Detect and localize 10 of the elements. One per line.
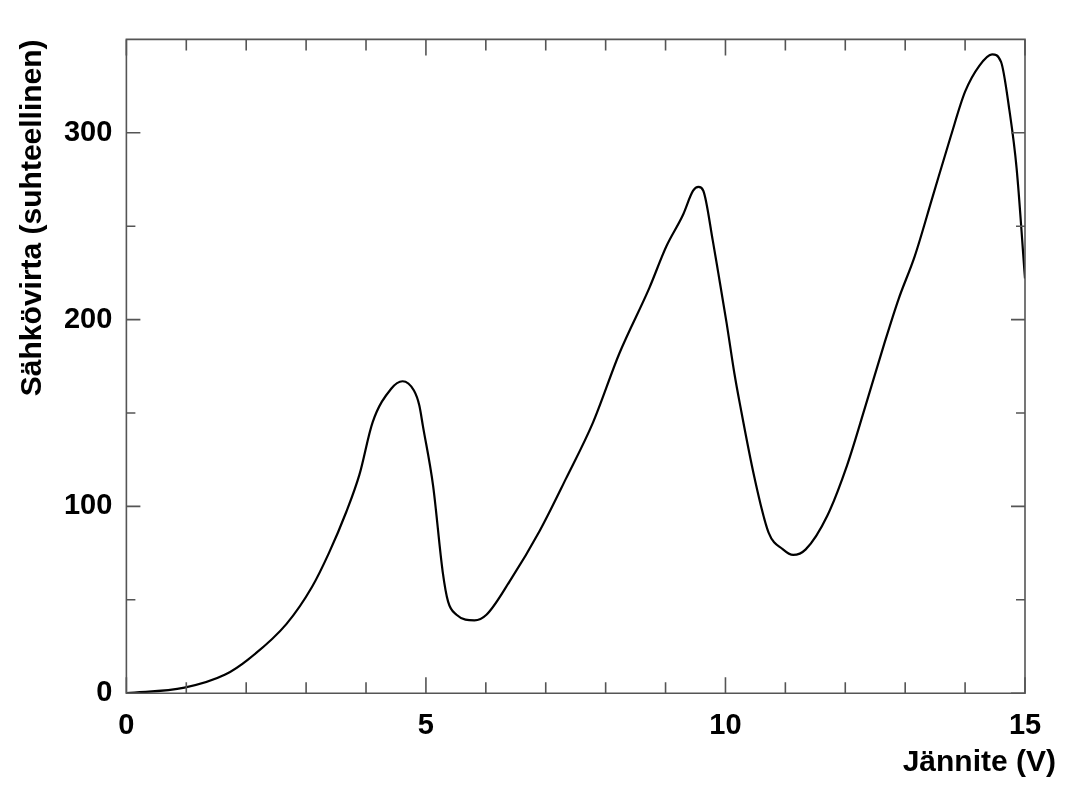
y-axis-title: Sähkövirta (suhteellinen) — [14, 39, 48, 397]
y-tick-label: 100 — [63, 488, 113, 521]
y-tick-label: 300 — [63, 114, 113, 147]
x-tick-label: 0 — [118, 707, 135, 740]
x-tick-label: 5 — [417, 707, 434, 740]
y-tick-label: 0 — [96, 675, 113, 708]
x-tick-label: 15 — [1008, 707, 1042, 740]
x-axis-title: Jännite (V) — [902, 744, 1056, 778]
y-tick-label: 200 — [63, 301, 113, 334]
x-tick-label: 10 — [709, 707, 742, 740]
